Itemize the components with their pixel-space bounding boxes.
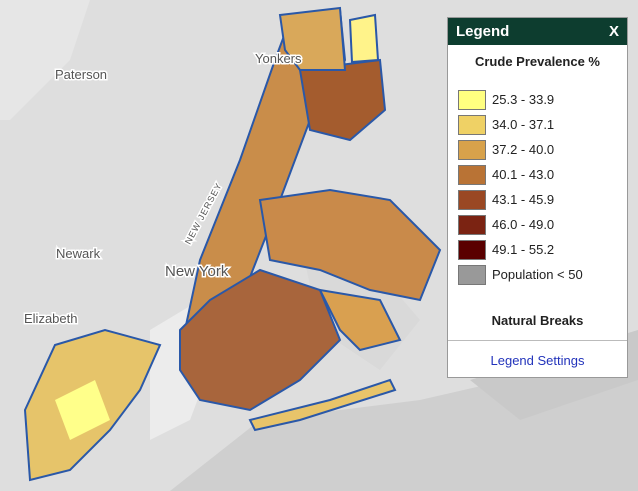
legend-label: 25.3 - 33.9 [492,92,555,107]
yonkers [278,6,347,71]
legend-item: Population < 50 [458,262,627,287]
legend-label: 37.2 - 40.0 [492,142,555,157]
place-label: New York [165,263,229,280]
close-button[interactable]: X [608,23,619,40]
area [348,13,380,64]
legend-label: 46.0 - 49.0 [492,217,555,232]
land-area [0,0,90,120]
place-label: Paterson [55,67,107,82]
legend-items: 25.3 - 33.9 34.0 - 37.1 37.2 - 40.0 40.1 - … [448,87,627,287]
legend-swatch [458,264,486,285]
place-label: Newark [56,246,101,261]
legend-settings-link[interactable]: Legend Settings [490,353,585,368]
legend-item: 25.3 - 33.9 [458,87,627,112]
legend-item: 43.1 - 45.9 [458,187,627,212]
legend-swatch [458,89,486,110]
legend-item: 40.1 - 43.0 [458,162,627,187]
legend-swatch [458,139,486,160]
queens [258,188,442,302]
separator [448,340,627,341]
place-label: Yonkers [255,51,302,66]
legend-item: 49.1 - 55.2 [458,237,627,262]
legend-subtitle: Crude Prevalence % [474,54,600,69]
legend-swatch [458,164,486,185]
legend-label: 40.1 - 43.0 [492,167,555,182]
legend-swatch [458,114,486,135]
region [55,380,110,440]
legend-swatch [458,239,486,260]
rockaway [248,378,397,432]
classification-method: Natural Breaks [491,313,584,328]
place-label: Elizabeth [24,311,77,326]
legend-item: 34.0 - 37.1 [458,112,627,137]
legend-panel: Legend X Crude Prevalence % 25.3 - 33.9 3… [447,17,628,378]
legend-item: 46.0 - 49.0 [458,212,627,237]
legend-label: 34.0 - 37.1 [492,117,555,132]
legend-swatch [458,189,486,210]
legend-swatch [458,214,486,235]
brooklyn [179,268,342,412]
legend-label: 43.1 - 45.9 [492,192,555,207]
legend-label: 49.1 - 55.2 [492,242,555,257]
boroughs [23,6,442,482]
queens-south [318,288,402,352]
legend-item: 37.2 - 40.0 [458,137,627,162]
legend-label: Population < 50 [492,267,583,282]
legend-title: Legend [456,23,510,40]
legend-header: Legend X [448,18,627,45]
